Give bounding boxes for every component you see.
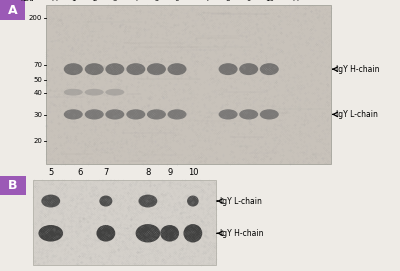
Ellipse shape [218,109,238,120]
Ellipse shape [239,63,258,75]
Text: M: M [52,0,58,2]
Text: 7: 7 [206,0,210,2]
Ellipse shape [168,109,186,120]
Ellipse shape [96,225,115,241]
Ellipse shape [136,224,160,243]
Ellipse shape [85,109,104,120]
Ellipse shape [218,63,238,75]
Text: 8: 8 [226,0,230,2]
Text: 3: 3 [112,0,117,2]
Ellipse shape [105,63,124,75]
Text: B: B [8,179,18,192]
Text: 5: 5 [48,168,53,177]
Text: kDa: kDa [20,0,34,2]
Ellipse shape [260,63,279,75]
Ellipse shape [64,89,83,96]
Text: 9: 9 [246,0,251,2]
Text: IgY L-chain: IgY L-chain [333,110,378,119]
Text: 2: 2 [92,0,96,2]
Text: 200: 200 [29,15,42,21]
Text: 4: 4 [134,0,138,2]
Ellipse shape [147,63,166,75]
Text: 8: 8 [145,168,150,177]
Ellipse shape [160,225,179,241]
Bar [33,180,216,264]
Text: 20: 20 [34,138,42,144]
Ellipse shape [64,109,83,120]
Text: 6: 6 [77,168,82,177]
Ellipse shape [147,109,166,120]
Ellipse shape [187,195,199,207]
Text: 40: 40 [34,90,42,96]
Ellipse shape [260,109,279,120]
Bar [0,0,25,21]
Ellipse shape [99,195,112,207]
Text: M: M [292,0,298,2]
Text: 5: 5 [154,0,159,2]
Ellipse shape [126,63,145,75]
Text: 10: 10 [188,168,198,177]
Text: 70: 70 [33,62,42,68]
Ellipse shape [38,225,63,241]
Text: A: A [8,4,17,17]
Ellipse shape [64,63,83,75]
Ellipse shape [239,109,258,120]
Text: IgY H-chain: IgY H-chain [217,229,263,238]
Text: IgY H-chain: IgY H-chain [333,65,379,74]
Ellipse shape [41,195,60,208]
Text: 9: 9 [167,168,172,177]
Ellipse shape [85,89,104,96]
Text: 1: 1 [71,0,76,2]
Ellipse shape [85,63,104,75]
Ellipse shape [184,224,202,243]
Text: 50: 50 [34,77,42,83]
Ellipse shape [168,63,186,75]
Bar [0,176,26,195]
Ellipse shape [105,109,124,120]
Text: 30: 30 [33,112,42,118]
Ellipse shape [126,109,145,120]
Text: IgY L-chain: IgY L-chain [217,196,262,205]
Text: 7: 7 [103,168,108,177]
Ellipse shape [105,89,124,96]
Text: 10: 10 [265,0,274,2]
Bar [46,5,331,164]
Ellipse shape [138,195,157,208]
Text: 6: 6 [175,0,179,2]
